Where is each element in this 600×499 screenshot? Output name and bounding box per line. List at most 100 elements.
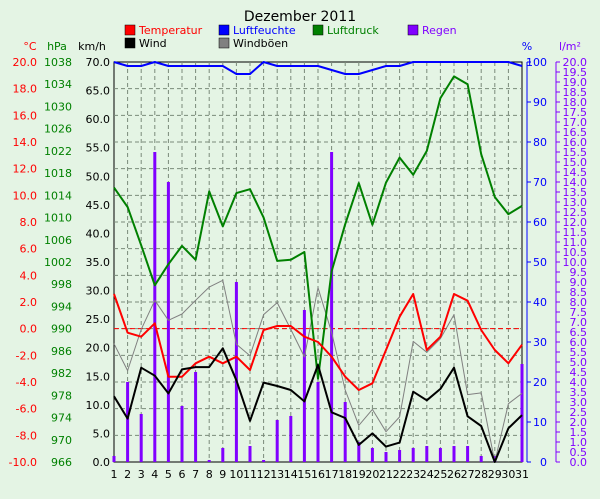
- rain-tick-label: 18.5: [563, 86, 588, 99]
- rain-tick-label: 7.0: [570, 316, 588, 329]
- rain-bar: [153, 152, 157, 462]
- rain-tick-label: 10.5: [563, 246, 588, 259]
- humidity-tick-label: 70: [533, 176, 547, 189]
- rain-bar: [357, 442, 361, 462]
- pressure-tick-label: 970: [51, 434, 72, 447]
- rain-tick-label: 2.0: [570, 416, 588, 429]
- rain-bar: [452, 446, 456, 462]
- wind-tick-label: 15.0: [86, 370, 111, 383]
- wind-tick-label: 50.0: [86, 170, 111, 183]
- rain-bar: [221, 448, 225, 462]
- wind-tick-label: 45.0: [86, 199, 111, 212]
- day-tick-label: 14: [284, 468, 298, 481]
- rain-tick-label: 6.0: [570, 336, 588, 349]
- rain-tick-label: 12.5: [563, 206, 588, 219]
- day-tick-label: 1: [111, 468, 118, 481]
- pressure-tick-label: 990: [51, 323, 72, 336]
- rain-bar: [384, 452, 388, 462]
- pressure-tick-label: 982: [51, 367, 72, 380]
- day-tick-label: 7: [192, 468, 199, 481]
- legend-label: Wind: [139, 37, 167, 50]
- rain-bar: [180, 406, 184, 462]
- rain-tick-label: 7.5: [570, 306, 588, 319]
- pressure-tick-label: 1038: [44, 56, 72, 69]
- rain-tick-label: 0.5: [570, 446, 588, 459]
- day-tick-label: 31: [515, 468, 529, 481]
- pressure-tick-label: 1014: [44, 189, 72, 202]
- humidity-tick-label: 80: [533, 136, 547, 149]
- temp-tick-label: -2.0: [16, 349, 37, 362]
- rain-bars: [112, 152, 524, 462]
- rain-bar: [194, 372, 198, 462]
- day-tick-label: 21: [379, 468, 393, 481]
- rain-bar: [343, 402, 347, 462]
- rain-tick-label: 8.0: [570, 296, 588, 309]
- day-tick-label: 15: [297, 468, 311, 481]
- pressure-tick-label: 986: [51, 345, 72, 358]
- rain-bar: [112, 456, 116, 462]
- pressure-tick-label: 966: [51, 456, 72, 469]
- series-line-gusts: [113, 279, 523, 463]
- series-line-pressure: [113, 75, 523, 380]
- legend-swatch: [124, 37, 136, 49]
- rain-tick-label: 3.5: [570, 386, 588, 399]
- day-tick-label: 30: [501, 468, 515, 481]
- day-tick-label: 4: [151, 468, 158, 481]
- day-tick-label: 17: [325, 468, 339, 481]
- rain-tick-label: 1.0: [570, 436, 588, 449]
- series-line-temperature: [113, 293, 523, 391]
- pressure-tick-label: 978: [51, 389, 72, 402]
- day-tick-label: 2: [124, 468, 131, 481]
- rain-tick-label: 2.5: [570, 406, 588, 419]
- day-tick-label: 19: [352, 468, 366, 481]
- rain-bar: [520, 364, 524, 462]
- day-tick-label: 29: [488, 468, 502, 481]
- pressure-tick-label: 1002: [44, 256, 72, 269]
- rain-bar: [411, 448, 415, 462]
- day-tick-label: 25: [433, 468, 447, 481]
- temp-tick-label: 2.0: [20, 296, 38, 309]
- temp-tick-label: 6.0: [20, 243, 38, 256]
- temp-tick-label: 16.0: [13, 109, 38, 122]
- rain-bar: [126, 382, 130, 462]
- rain-bar: [438, 448, 442, 462]
- legend-swatch: [218, 24, 230, 36]
- humidity-axis-label: %: [522, 40, 532, 53]
- rain-tick-label: 17.0: [563, 116, 588, 129]
- day-tick-label: 10: [229, 468, 243, 481]
- rain-tick-label: 6.5: [570, 326, 588, 339]
- temp-tick-label: 20.0: [13, 56, 38, 69]
- pressure-tick-label: 1026: [44, 123, 72, 136]
- temp-tick-label: 10.0: [13, 189, 38, 202]
- legend-label: Temperatur: [138, 24, 203, 37]
- series-line-humidity: [113, 61, 523, 75]
- rain-tick-label: 14.5: [563, 166, 588, 179]
- rain-tick-label: 10.0: [563, 256, 588, 269]
- pressure-tick-label: 1006: [44, 234, 72, 247]
- rain-tick-label: 11.5: [563, 226, 588, 239]
- rain-tick-label: 19.0: [563, 76, 588, 89]
- rain-tick-label: 5.0: [570, 356, 588, 369]
- rain-bar: [316, 382, 320, 462]
- day-tick-label: 9: [219, 468, 226, 481]
- temp-tick-label: -8.0: [16, 429, 37, 442]
- day-tick-label: 16: [311, 468, 325, 481]
- wind-tick-label: 20.0: [86, 342, 111, 355]
- day-tick-label: 27: [461, 468, 475, 481]
- rain-tick-label: 9.0: [570, 276, 588, 289]
- rain-tick-label: 20.0: [563, 56, 588, 69]
- rain-bar: [425, 446, 429, 462]
- day-tick-label: 13: [270, 468, 284, 481]
- temp-tick-label: -6.0: [16, 403, 37, 416]
- pressure-tick-label: 1010: [44, 212, 72, 225]
- wind-tick-label: 70.0: [86, 56, 111, 69]
- wind-tick-label: 35.0: [86, 256, 111, 269]
- series-line-wind: [113, 347, 523, 463]
- humidity-tick-label: 50: [533, 256, 547, 269]
- rain-bar: [207, 460, 211, 462]
- humidity-tick-label: 100: [526, 56, 547, 69]
- rain-tick-label: 16.0: [563, 136, 588, 149]
- chart-title: Dezember 2011: [244, 9, 356, 25]
- wind-tick-label: 0.0: [93, 456, 111, 469]
